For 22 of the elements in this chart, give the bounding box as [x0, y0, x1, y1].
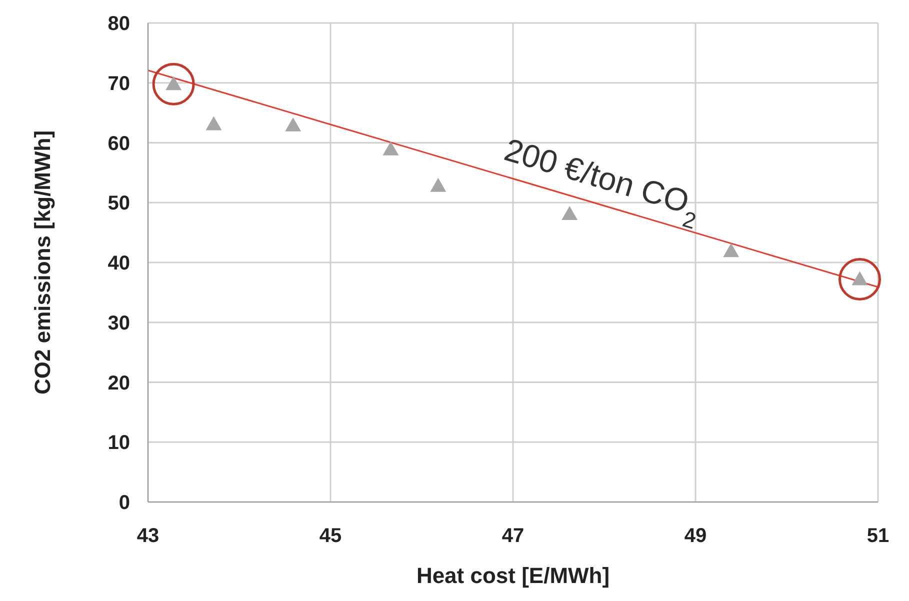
point — [430, 178, 446, 192]
point — [562, 206, 578, 220]
y-tick-label: 40 — [108, 252, 130, 275]
point — [206, 116, 222, 130]
x-tick-label: 45 — [319, 525, 342, 548]
y-tick-label: 70 — [108, 72, 130, 95]
y-tick-label: 10 — [108, 432, 130, 454]
y-axis-title: CO2 emissions [kg/MWh] — [30, 130, 55, 395]
point — [285, 117, 302, 132]
x-tick-label: 47 — [502, 525, 524, 548]
y-tick-label: 20 — [108, 372, 130, 394]
y-tick-label: 0 — [118, 492, 130, 514]
y-tick-label: 50 — [108, 192, 130, 215]
x-axis-title: Heat cost [E/MWh] — [416, 563, 610, 588]
y-tick-label: 30 — [108, 312, 130, 334]
point — [723, 243, 740, 258]
point — [382, 141, 399, 156]
y-tick-label: 80 — [108, 13, 130, 36]
x-tick-label: 51 — [866, 525, 890, 548]
y-tick-label: 60 — [108, 132, 130, 155]
x-tick-label: 43 — [136, 525, 160, 548]
x-tick-label: 49 — [684, 525, 707, 548]
